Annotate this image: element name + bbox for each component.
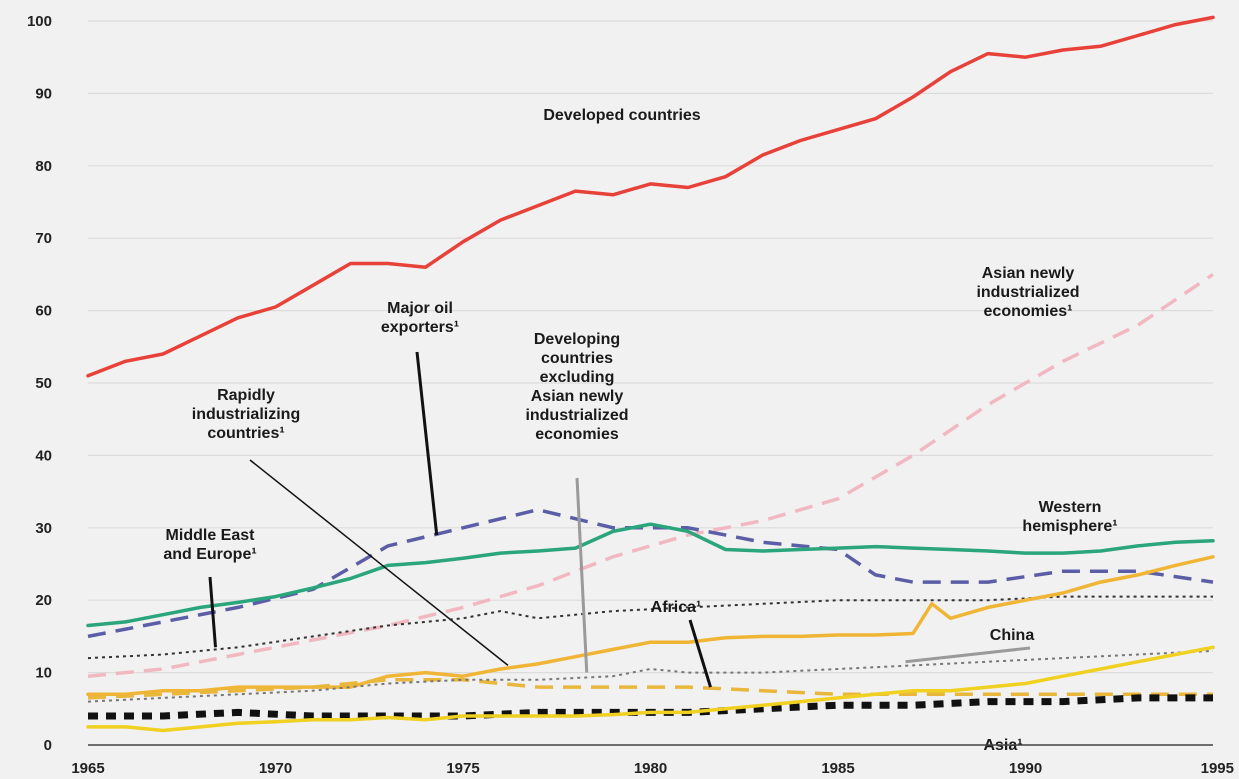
annotation-line: countries <box>541 350 613 367</box>
series-line-rapidly-industrializing-countries <box>87 678 1213 700</box>
annotation-label: Rapidly industrializing countries¹ <box>192 387 300 442</box>
series-line-developed-countries <box>86 15 1215 378</box>
annotation-line: Asian newly <box>982 265 1075 282</box>
annotation-line: hemisphere¹ <box>1022 518 1117 535</box>
x-axis-ticks: 1965 1970 1975 1980 1985 1990 1995 <box>71 760 1234 777</box>
gridlines <box>88 20 1213 746</box>
y-tick-label: 10 <box>35 665 52 682</box>
annotation-line: China <box>990 627 1035 644</box>
annotation-line: Major oil <box>387 300 453 317</box>
annotation-line: industrialized <box>525 407 628 424</box>
annotation-label: Africa¹ <box>651 599 702 616</box>
x-tick-label: 1980 <box>634 760 667 777</box>
annotation-pointer <box>415 351 439 536</box>
y-tick-label: 50 <box>35 375 52 392</box>
annotation-pointer <box>249 459 509 666</box>
x-tick-label: 1990 <box>1009 760 1042 777</box>
annotation-line: and Europe¹ <box>163 546 256 563</box>
annotation-line: industrialized <box>976 284 1079 301</box>
annotation-line: Developing <box>534 331 620 348</box>
series-lines <box>86 15 1215 733</box>
series-line-china <box>86 645 1215 733</box>
annotation-line: Developed countries <box>543 107 700 124</box>
x-tick-label: 1985 <box>821 760 854 777</box>
y-tick-label: 30 <box>35 520 52 537</box>
annotation-label: Western hemisphere¹ <box>1022 499 1117 535</box>
x-tick-label: 1965 <box>71 760 104 777</box>
y-tick-label: 60 <box>35 303 52 320</box>
series-line-western-hemisphere <box>86 522 1215 628</box>
series-line-asian-newly-industrialized-economies <box>87 272 1214 678</box>
y-tick-label: 90 <box>35 85 52 102</box>
series-line-africa <box>86 555 1215 697</box>
annotation-label: Developed countries <box>543 107 700 124</box>
annotation-line: Western <box>1039 499 1102 516</box>
series-line-developing-countries-excluding-asian-newly-industrialized-economies <box>87 649 1214 703</box>
y-tick-label: 0 <box>44 737 52 754</box>
annotation-pointer <box>688 619 712 688</box>
annotation-pointer <box>905 646 1031 664</box>
y-tick-label: 80 <box>35 158 52 175</box>
annotation-line: Asian newly <box>531 388 624 405</box>
y-axis-ticks: 0 10 20 30 40 50 60 70 80 90 100 <box>27 13 52 754</box>
annotation-pointer <box>575 477 589 673</box>
annotation-label: Asian newly industrialized economies¹ <box>976 265 1079 320</box>
y-tick-label: 100 <box>27 13 52 30</box>
annotation-line: Middle East <box>166 527 256 544</box>
annotations: Developed countries Asian newly industrial… <box>163 107 1117 754</box>
annotation-arrows <box>208 351 1031 688</box>
annotation-line: excluding <box>540 369 615 386</box>
annotation-line: economies <box>535 426 619 443</box>
x-tick-label: 1975 <box>446 760 479 777</box>
annotation-line: Rapidly <box>217 387 275 404</box>
annotation-line: industrializing <box>192 406 300 423</box>
annotation-label: Major oil exporters¹ <box>381 300 459 336</box>
annotation-pointer <box>208 576 217 648</box>
y-tick-label: 20 <box>35 592 52 609</box>
x-tick-label: 1995 <box>1201 760 1234 777</box>
y-tick-label: 40 <box>35 447 52 464</box>
annotation-line: countries¹ <box>207 425 284 442</box>
annotation-line: economies¹ <box>984 303 1073 320</box>
x-tick-label: 1970 <box>259 760 292 777</box>
y-tick-label: 70 <box>35 230 52 247</box>
annotation-label: Middle East and Europe¹ <box>163 527 256 563</box>
annotation-line: Africa¹ <box>651 599 702 616</box>
annotation-label: Developing countries excluding Asian newly i… <box>525 331 628 443</box>
annotation-label: China <box>990 627 1035 644</box>
annotation-line: exporters¹ <box>381 319 459 336</box>
